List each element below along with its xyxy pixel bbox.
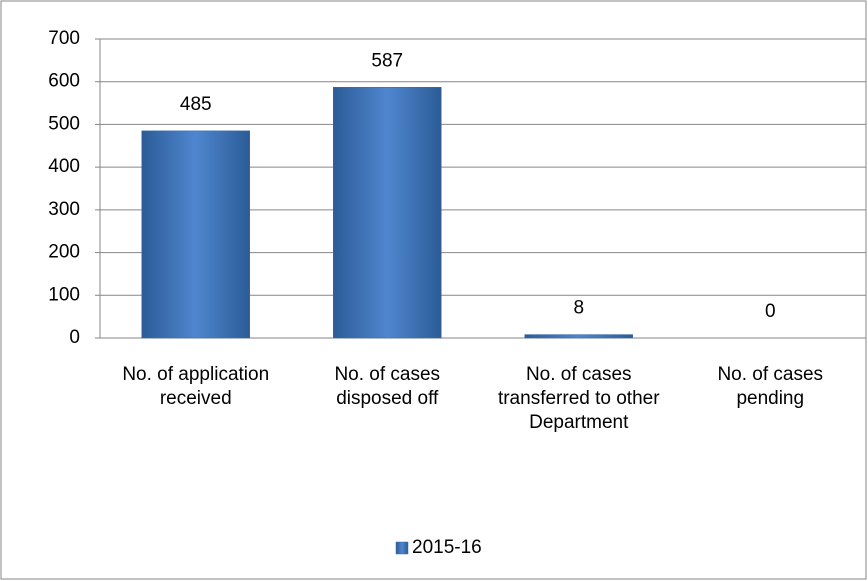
y-tick-label: 500 bbox=[48, 113, 80, 134]
y-tick-label: 400 bbox=[48, 156, 80, 177]
bar bbox=[524, 334, 633, 339]
data-label: 8 bbox=[573, 298, 584, 319]
data-label: 0 bbox=[765, 301, 776, 322]
legend-swatch bbox=[395, 541, 409, 555]
y-tick-label: 200 bbox=[48, 242, 80, 263]
x-tick-label: No. of application received bbox=[122, 364, 270, 409]
x-tick-label: No. of cases transferred to other Depart… bbox=[497, 364, 660, 433]
y-tick-label: 300 bbox=[48, 199, 80, 220]
bar bbox=[141, 130, 250, 339]
data-label: 587 bbox=[371, 50, 403, 71]
data-label: 485 bbox=[180, 94, 212, 115]
x-tick-label: No. of cases pending bbox=[717, 364, 824, 409]
x-tick-label: No. of cases disposed off bbox=[334, 364, 441, 409]
legend-label: 2015-16 bbox=[412, 537, 482, 558]
y-tick-label: 700 bbox=[48, 28, 80, 49]
bar bbox=[333, 87, 442, 339]
y-tick-label: 100 bbox=[48, 284, 80, 305]
y-tick-label: 600 bbox=[48, 71, 80, 92]
y-tick-label: 0 bbox=[69, 327, 80, 348]
